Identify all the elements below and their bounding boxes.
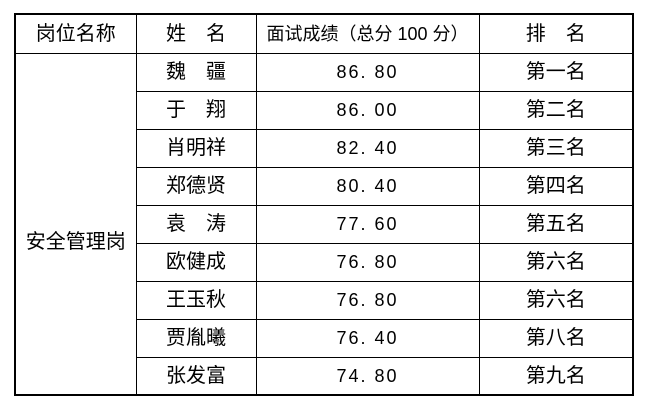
table-row: 贾胤曦 76. 40 第八名 [15,318,634,358]
table-row: 于 翔 86. 00 第二名 [15,90,634,130]
score-cell: 86. 80 [255,52,480,92]
rank-cell: 第二名 [478,90,634,130]
name-cell: 贾胤曦 [135,318,257,358]
rank-cell: 第五名 [478,204,634,244]
position-group-label: 安全管理岗 [25,230,126,253]
score-cell: 76. 80 [255,280,480,320]
table-row: 王玉秋 76. 80 第六名 [15,280,634,320]
rank-cell: 第四名 [478,166,634,206]
table-row: 郑德贤 80. 40 第四名 [15,166,634,206]
table-row: 欧健成 76. 80 第六名 [15,242,634,282]
name-cell: 王玉秋 [135,280,257,320]
name-cell: 肖明祥 [135,128,257,168]
score-cell: 77. 60 [255,204,480,244]
name-cell: 郑德贤 [135,166,257,206]
name-cell: 于 翔 [135,90,257,130]
document-sheet: 岗位名称 姓 名 面试成绩（总分 100 分） 排 名 安全管理岗 魏 疆 86… [14,13,634,396]
rank-cell: 第三名 [478,128,634,168]
rank-cell: 第九名 [478,356,634,396]
score-cell: 80. 40 [255,166,480,206]
name-cell: 袁 涛 [135,204,257,244]
interview-score-table: 岗位名称 姓 名 面试成绩（总分 100 分） 排 名 安全管理岗 魏 疆 86… [14,13,634,396]
col-header-name: 姓 名 [135,13,257,54]
table-row: 张发富 74. 80 第九名 [15,356,634,396]
table-row: 安全管理岗 魏 疆 86. 80 第一名 [14,52,634,396]
table-row: 袁 涛 77. 60 第五名 [15,204,634,244]
name-cell: 张发富 [135,356,257,396]
score-cell: 76. 80 [255,242,480,282]
rank-cell: 第六名 [478,242,634,282]
header-row: 岗位名称 姓 名 面试成绩（总分 100 分） 排 名 [14,13,634,54]
col-header-position: 岗位名称 [14,13,137,54]
col-header-score: 面试成绩（总分 100 分） [255,13,480,54]
score-cell: 76. 40 [255,318,480,358]
score-cell: 86. 00 [255,90,480,130]
rank-cell: 第一名 [478,52,634,92]
score-cell: 82. 40 [255,128,480,168]
score-cell: 74. 80 [255,356,480,396]
col-header-rank: 排 名 [478,13,634,54]
name-cell: 魏 疆 [135,52,257,92]
position-group-cell: 安全管理岗 [14,52,137,396]
rank-cell: 第八名 [478,318,634,358]
name-cell: 欧健成 [135,242,257,282]
rank-cell: 第六名 [478,280,634,320]
table-row: 肖明祥 82. 40 第三名 [15,128,634,168]
